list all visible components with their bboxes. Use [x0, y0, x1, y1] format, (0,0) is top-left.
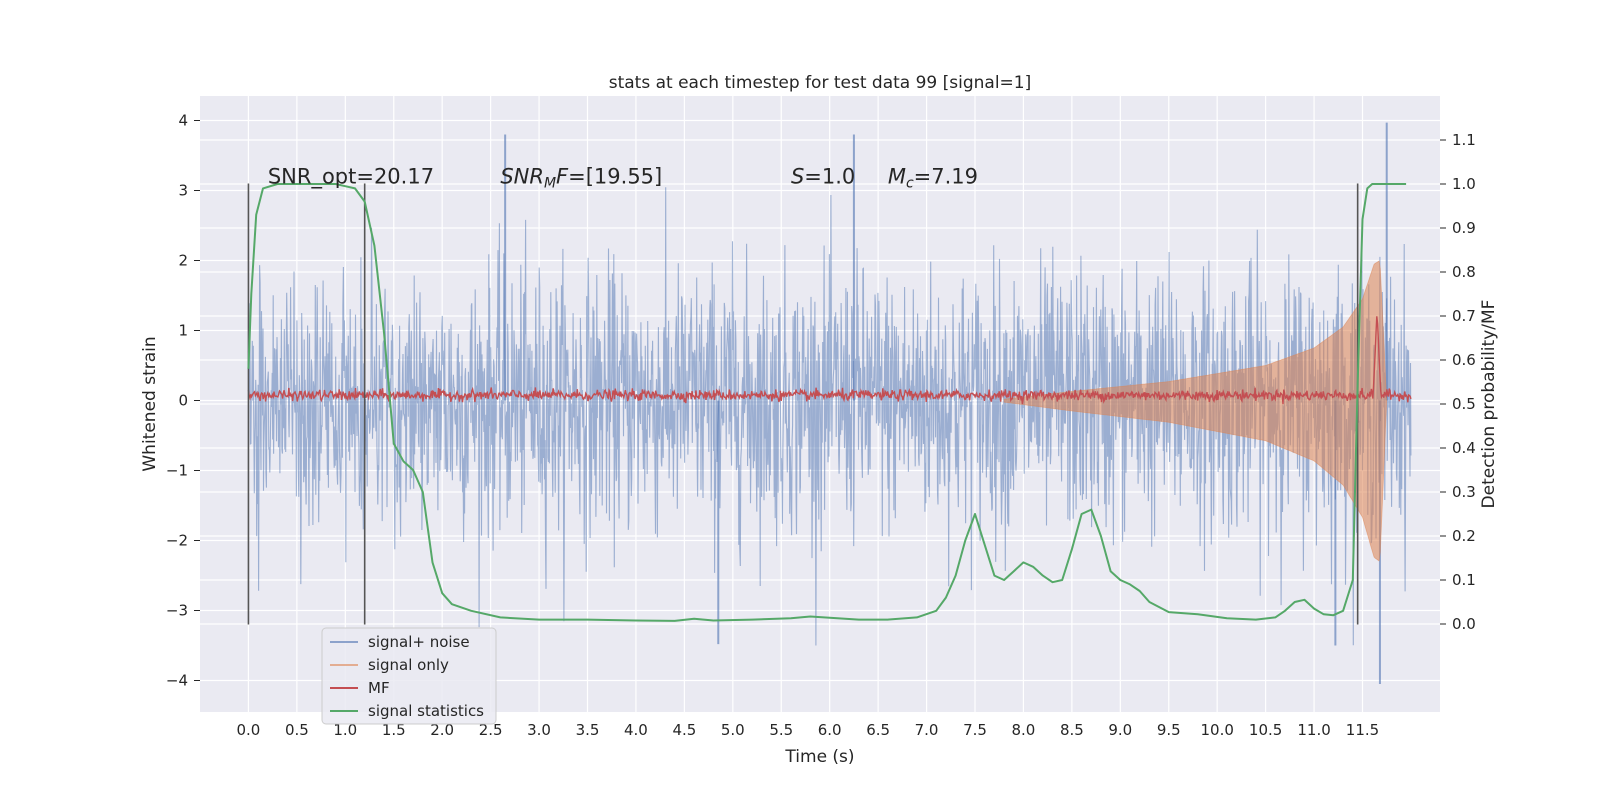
- x-tick-label: 0.0: [237, 721, 261, 739]
- x-tick-label: 8.0: [1012, 721, 1036, 739]
- annotation-snr-mf: SNRMF=[19.55]: [500, 165, 662, 192]
- signal-statistics-series: [247, 183, 1407, 622]
- x-tick-label: 2.5: [479, 721, 503, 739]
- x-tick-label: 4.0: [624, 721, 648, 739]
- y2-axis-label: Detection probability/MF: [1479, 300, 1499, 509]
- mf-series: [247, 316, 1412, 405]
- x-tick-label: 8.5: [1060, 721, 1084, 739]
- annotations: SNR_opt=20.17 SNRMF=[19.55] S=1.0 Mc=7.19: [268, 165, 978, 192]
- legend-label: signal statistics: [368, 702, 484, 720]
- y2-tick-label: 0.3: [1452, 483, 1476, 501]
- signal-statistics-line: [247, 183, 1407, 622]
- annotation-mc: Mc=7.19: [888, 165, 978, 192]
- x-tick-label: 5.5: [769, 721, 793, 739]
- x-tick-label: 11.5: [1346, 721, 1379, 739]
- x-tick-label: 9.5: [1157, 721, 1181, 739]
- x-tick-label: 0.5: [285, 721, 309, 739]
- legend-box: [321, 627, 497, 725]
- legend-label: MF: [368, 679, 390, 697]
- x-tick-label: 6.0: [818, 721, 842, 739]
- legend: signal+ noise signal only MF signal statist…: [321, 627, 497, 725]
- y-tick-label: 2: [178, 252, 188, 270]
- legend-label: signal+ noise: [368, 633, 470, 651]
- x-tick-label: 7.5: [963, 721, 987, 739]
- y-tick-label: −1: [166, 462, 188, 480]
- y-tick-label: 4: [178, 112, 188, 130]
- x-tick-label: 3.0: [527, 721, 551, 739]
- y2-tick-label: 0.2: [1452, 527, 1476, 545]
- y-tick-label: 3: [178, 182, 188, 200]
- y-axis-label: Whitened strain: [140, 336, 160, 471]
- y2-tick-label: 0.4: [1452, 439, 1476, 457]
- y-tick-label: 1: [178, 322, 188, 340]
- signal-noise-line: [247, 187, 1412, 646]
- x-tick-label: 10.5: [1249, 721, 1282, 739]
- x-tick-label: 1.0: [333, 721, 357, 739]
- x-tick-label: 9.0: [1108, 721, 1132, 739]
- x-tick-label: 7.0: [915, 721, 939, 739]
- ticks: 0.0 0.5 1.0 1.5 2.0 2.5 3.0 3.5 4.0 4.5 5.0 5.5 6.0 6…: [166, 112, 1476, 740]
- y2-tick-label: 0.9: [1452, 219, 1476, 237]
- annotation-s: S=1.0: [791, 165, 855, 189]
- x-tick-label: 6.5: [866, 721, 890, 739]
- x-tick-label: 2.0: [430, 721, 454, 739]
- y2-tick-label: 0.1: [1452, 571, 1476, 589]
- y2-tick-label: 1.1: [1452, 131, 1476, 149]
- y2-tick-label: 0.7: [1452, 307, 1476, 325]
- y2-tick-label: 1.0: [1452, 175, 1476, 193]
- y-tick-label: 0: [178, 392, 188, 410]
- x-tick-label: 1.5: [382, 721, 406, 739]
- y2-tick-label: 0.0: [1452, 615, 1476, 633]
- y2-tick-label: 0.6: [1452, 351, 1476, 369]
- signal-only-series: [1003, 260, 1388, 562]
- x-tick-label: 4.5: [672, 721, 696, 739]
- chart-title: stats at each timestep for test data 99 …: [609, 73, 1032, 93]
- x-tick-label: 11.0: [1297, 721, 1330, 739]
- mf-line: [247, 316, 1412, 405]
- annotation-snr-opt: SNR_opt=20.17: [268, 165, 434, 190]
- y2-tick-label: 0.8: [1452, 263, 1476, 281]
- x-tick-label: 3.5: [576, 721, 600, 739]
- x-tick-label: 10.0: [1200, 721, 1233, 739]
- y2-tick-label: 0.5: [1452, 395, 1476, 413]
- y-tick-label: −2: [166, 532, 188, 550]
- x-axis-label: Time (s): [784, 747, 854, 767]
- x-tick-label: 5.0: [721, 721, 745, 739]
- y-tick-label: −4: [166, 672, 188, 690]
- signal-only-envelope: [1003, 260, 1388, 562]
- y-tick-label: −3: [166, 602, 188, 620]
- legend-label: signal only: [368, 656, 449, 674]
